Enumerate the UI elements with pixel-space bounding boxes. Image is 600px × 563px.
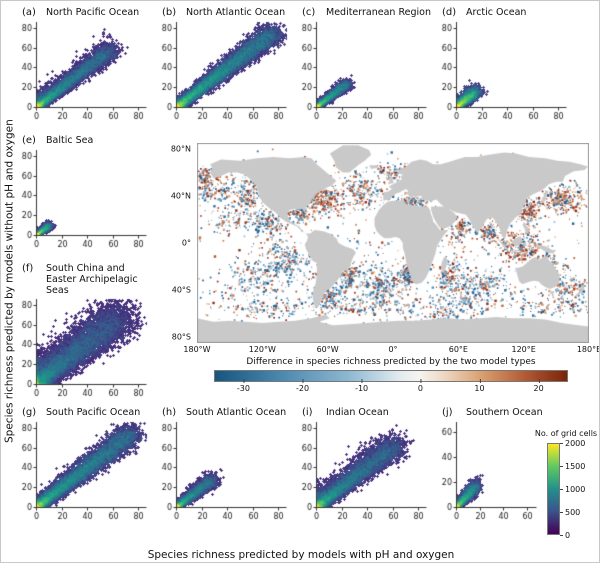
lon-label: 180°E: [576, 345, 600, 354]
colorbar-tick-label: -10: [355, 379, 369, 393]
lat-label: 40°N: [170, 191, 191, 201]
panel-header: (b) North Atlantic Ocean: [159, 7, 291, 19]
panel-baltic: (e) Baltic Sea: [19, 135, 151, 249]
lon-label: 120°E: [511, 345, 536, 354]
map-colorbar-gradient: [214, 370, 568, 382]
map-colorbar-ticks: -30 -20 -10 0 10 20: [214, 379, 568, 396]
panel-title: Baltic Sea: [46, 135, 94, 146]
panel-south-atlantic: (h) South Atlantic Ocean: [159, 407, 291, 521]
panel-arctic: (d) Arctic Ocean: [439, 7, 571, 121]
scatter-southern: [439, 419, 539, 521]
grid-cells-legend-title: No. of grid cells: [534, 429, 598, 438]
panel-letter: (h): [162, 407, 177, 418]
panel-header: (a) North Pacific Ocean: [19, 7, 151, 19]
colorbar-tick-label: 0: [417, 379, 423, 393]
lon-label: 120°W: [248, 345, 276, 354]
lat-label: 40°S: [171, 285, 191, 295]
scatter-mediterranean: [299, 19, 429, 121]
scatter-indian: [299, 419, 429, 521]
map-latitude-labels: 80°N 40°N 0° 40°S 80°S: [164, 143, 193, 343]
panel-header: (h) South Atlantic Ocean: [159, 407, 291, 419]
lon-label: 60°W: [316, 345, 339, 354]
scatter-south-china: [19, 296, 149, 398]
legend-tick-label: 1000: [560, 485, 597, 494]
scatter-south-atlantic: [159, 419, 289, 521]
panel-header: (f) South China and Easter Archipelagic …: [19, 263, 151, 296]
panel-title: Southern Ocean: [466, 407, 543, 418]
legend-tick-label: 1500: [560, 462, 597, 471]
panel-title: South Atlantic Ocean: [186, 407, 287, 418]
grid-cells-legend: No. of grid cells 0 500 1000 1500 2000: [533, 429, 599, 551]
panel-header: (g) South Pacific Ocean: [19, 407, 151, 419]
panel-header: (d) Arctic Ocean: [439, 7, 571, 19]
legend-tick-label: 0: [560, 531, 597, 540]
x-axis-label: Species richness predicted by models wit…: [147, 549, 455, 561]
colorbar-tick-label: -20: [295, 379, 310, 393]
panel-north-pacific: (a) North Pacific Ocean: [19, 7, 151, 121]
lon-label: 0°: [388, 345, 398, 354]
panel-letter: (g): [22, 407, 37, 418]
panel-header: (j) Southern Ocean: [439, 407, 571, 419]
lat-label: 80°S: [171, 332, 191, 342]
colorbar-tick-label: 20: [533, 379, 544, 393]
panel-title: North Pacific Ocean: [46, 7, 140, 18]
map-longitude-labels: 180°W 120°W 60°W 0° 60°E 120°E 180°E: [183, 345, 599, 355]
panel-title: Arctic Ocean: [466, 7, 527, 18]
panel-title: Indian Ocean: [326, 407, 389, 418]
lat-label: 0°: [181, 238, 191, 248]
scatter-south-pacific: [19, 419, 149, 521]
scatter-north-pacific: [19, 19, 149, 121]
scatter-baltic: [19, 147, 149, 249]
lon-label: 60°E: [448, 345, 468, 354]
panel-letter: (j): [442, 407, 453, 418]
panel-letter: (a): [22, 7, 36, 18]
lon-label: 180°W: [183, 345, 211, 354]
panel-title: North Atlantic Ocean: [186, 7, 286, 18]
scatter-north-atlantic: [159, 19, 289, 121]
panel-letter: (d): [442, 7, 457, 18]
world-map: 80°N 40°N 0° 40°S 80°S 180°W 120°W 60°W …: [171, 143, 599, 354]
panel-letter: (i): [302, 407, 313, 418]
world-map-canvas: [197, 143, 589, 343]
y-axis-label: Species richness predicted by models wit…: [3, 119, 16, 444]
panel-south-china: (f) South China and Easter Archipelagic …: [19, 263, 151, 398]
map-colorbar-title: Difference in species richness predicted…: [246, 357, 536, 367]
panel-mediterranean: (c) Mediterranean Region: [299, 7, 431, 121]
panel-north-atlantic: (b) North Atlantic Ocean: [159, 7, 291, 121]
panel-title: South China and Easter Archipelagic Seas: [46, 263, 138, 296]
legend-tick-label: 500: [560, 508, 597, 517]
scatter-arctic: [439, 19, 569, 121]
panel-letter: (f): [22, 263, 34, 274]
panel-header: (e) Baltic Sea: [19, 135, 151, 147]
panel-header: (c) Mediterranean Region: [299, 7, 431, 19]
legend-tick-label: 2000: [560, 439, 597, 448]
colorbar-tick-label: -30: [236, 379, 250, 393]
grid-cells-colorbar: [547, 443, 560, 535]
panel-south-pacific: (g) South Pacific Ocean: [19, 407, 151, 521]
panel-letter: (c): [302, 7, 316, 18]
panel-letter: (e): [22, 135, 36, 146]
panel-southern: (j) Southern Ocean: [439, 407, 571, 521]
panel-indian: (i) Indian Ocean: [299, 407, 431, 521]
map-colorbar: Difference in species richness predicted…: [214, 357, 568, 396]
panel-title: Mediterranean Region: [326, 7, 431, 18]
panel-title: South Pacific Ocean: [46, 407, 141, 418]
lat-label: 80°N: [170, 144, 191, 154]
panel-header: (i) Indian Ocean: [299, 407, 431, 419]
panel-letter: (b): [162, 7, 177, 18]
colorbar-tick-label: 10: [474, 379, 485, 393]
